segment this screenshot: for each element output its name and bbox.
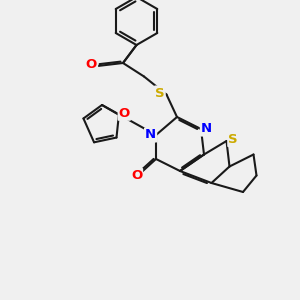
- Text: O: O: [86, 58, 97, 71]
- Text: S: S: [155, 86, 165, 100]
- Text: N: N: [201, 122, 212, 136]
- Text: O: O: [131, 169, 142, 182]
- Text: S: S: [228, 133, 238, 146]
- Text: O: O: [119, 107, 130, 120]
- Text: N: N: [145, 128, 156, 142]
